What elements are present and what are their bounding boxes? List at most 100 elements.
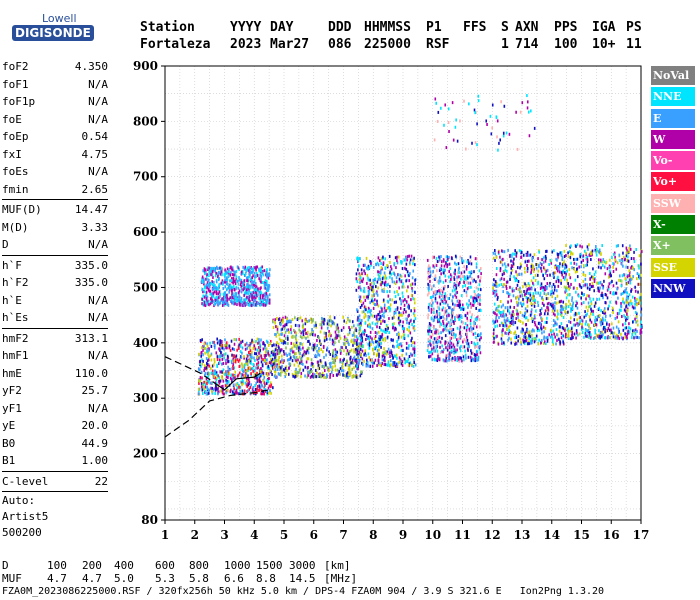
echo-point <box>526 309 529 313</box>
param-row-fmin: fmin 2.65 <box>2 181 108 199</box>
echo-point <box>494 312 496 316</box>
echo-point <box>494 294 496 298</box>
echo-point <box>256 273 259 277</box>
echo-point <box>620 308 622 312</box>
echo-point <box>614 255 616 259</box>
echo-point <box>252 285 254 289</box>
echo-point <box>606 322 608 326</box>
param-name: foF2 <box>2 60 29 73</box>
echo-point <box>602 285 605 289</box>
echo-point <box>250 301 252 305</box>
echo-point <box>204 364 206 368</box>
echo-point <box>353 348 355 352</box>
echo-point <box>396 344 398 348</box>
echo-point <box>281 360 284 364</box>
echo-point <box>430 307 433 311</box>
echo-point <box>459 335 462 339</box>
echo-point <box>231 380 233 384</box>
header-label-9: PPS <box>554 20 578 35</box>
echo-point <box>519 337 522 341</box>
echo-point <box>610 330 613 334</box>
echo-point <box>406 270 409 274</box>
echo-point <box>506 318 508 322</box>
echo-point <box>450 349 453 353</box>
echo-point <box>367 318 370 322</box>
echo-point <box>267 351 269 355</box>
echo-point <box>495 317 497 321</box>
echo-point <box>383 355 386 359</box>
echo-point <box>493 291 496 295</box>
echo-point <box>502 257 504 261</box>
echo-point <box>249 346 251 350</box>
echo-point <box>213 371 215 375</box>
header-value-1: 2023 <box>230 37 262 52</box>
echo-point <box>597 249 599 253</box>
echo-point <box>401 285 404 289</box>
echo-point <box>430 350 433 354</box>
echo-point <box>218 296 220 300</box>
echo-point <box>239 303 241 307</box>
echo-point <box>468 299 470 303</box>
echo-point <box>248 303 250 307</box>
echo-point <box>560 279 562 283</box>
echo-point <box>584 273 587 277</box>
echo-point <box>560 304 562 308</box>
echo-point <box>428 326 431 330</box>
echo-point <box>392 361 394 365</box>
echo-point <box>546 339 549 343</box>
echo-point <box>537 291 540 295</box>
echo-point <box>582 293 585 297</box>
echo-point <box>367 285 370 289</box>
echo-point <box>568 268 571 272</box>
echo-point <box>575 290 577 294</box>
echo-point <box>403 303 406 307</box>
echo-point <box>316 338 318 342</box>
echo-point <box>220 267 222 271</box>
echo-point <box>505 280 508 284</box>
echo-point <box>216 300 218 304</box>
echo-point <box>440 349 443 353</box>
echo-point <box>221 273 223 277</box>
echo-point <box>543 256 545 260</box>
echo-point <box>318 363 321 367</box>
echo-point <box>542 325 545 329</box>
echo-point <box>466 302 468 306</box>
echo-point <box>494 252 497 256</box>
echo-point <box>555 301 558 305</box>
echo-point <box>220 350 222 354</box>
echo-point <box>302 326 305 330</box>
echo-point <box>448 352 451 356</box>
echo-point <box>466 276 469 280</box>
echo-point <box>439 279 442 283</box>
echo-point <box>380 281 382 285</box>
echo-point <box>620 301 622 305</box>
echo-point <box>250 372 252 376</box>
echo-point <box>343 349 345 353</box>
echo-point <box>446 328 449 332</box>
echo-point <box>565 265 568 269</box>
echo-point <box>235 299 238 303</box>
echo-point <box>445 294 448 298</box>
echo-point <box>331 322 334 326</box>
echo-point <box>353 333 355 337</box>
echo-point <box>405 346 408 350</box>
echo-point <box>259 379 261 383</box>
echo-point <box>469 322 472 326</box>
echo-point <box>254 294 257 298</box>
echo-point <box>217 285 220 289</box>
echo-point <box>475 257 478 261</box>
echo-point <box>310 320 313 324</box>
echo-point <box>589 297 591 301</box>
echo-point <box>437 357 439 361</box>
echo-point <box>318 336 320 340</box>
echo-point <box>515 287 518 291</box>
echo-point <box>578 316 581 320</box>
echo-point <box>531 317 533 321</box>
echo-point <box>547 306 549 310</box>
echo-point <box>607 287 610 291</box>
x-tick-label: 14 <box>543 528 560 542</box>
echo-point <box>208 347 210 351</box>
echo-point <box>268 391 270 395</box>
echo-point <box>475 306 477 310</box>
echo-point <box>412 340 414 344</box>
